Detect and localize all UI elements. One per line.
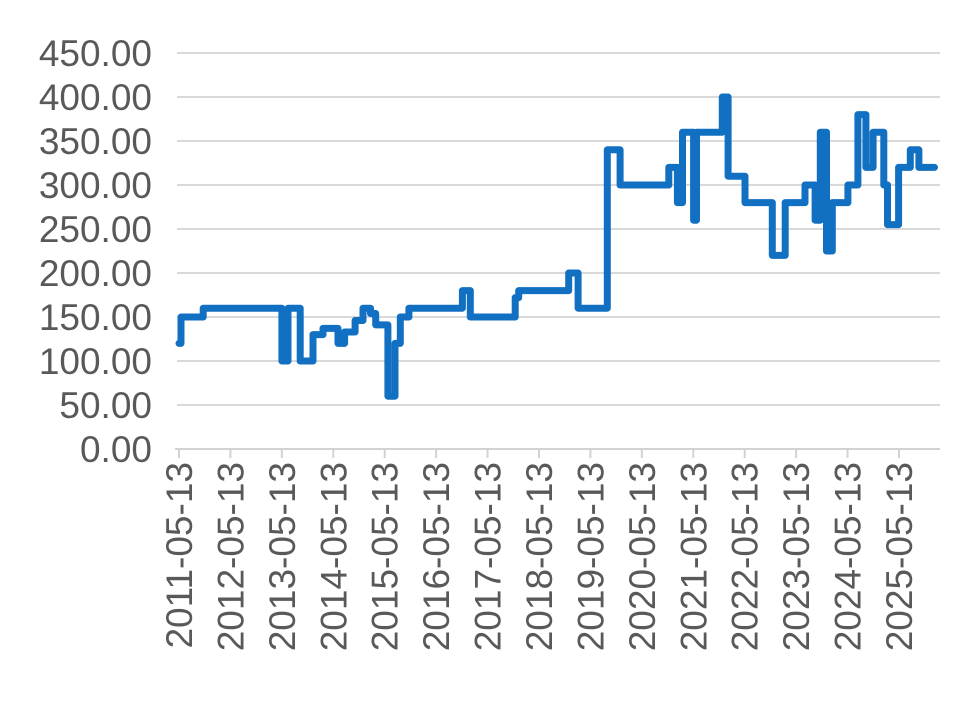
- x-tick-label: 2015-05-13: [365, 462, 406, 651]
- x-tick-label: 2019-05-13: [570, 462, 611, 651]
- x-axis-ticks: [178, 449, 900, 458]
- y-tick-label: 350.00: [39, 121, 152, 162]
- y-tick-label: 250.00: [39, 209, 152, 250]
- x-tick-label: 2011-05-13: [159, 462, 200, 649]
- x-tick-label: 2018-05-13: [519, 462, 560, 651]
- x-tick-label: 2016-05-13: [416, 462, 457, 651]
- x-tick-label: 2017-05-13: [468, 462, 509, 651]
- x-tick-label: 2014-05-13: [313, 462, 354, 651]
- x-tick-label: 2023-05-13: [776, 462, 817, 651]
- x-tick-label: 2025-05-13: [879, 462, 920, 651]
- x-tick-label: 2013-05-13: [262, 462, 303, 651]
- y-tick-label: 0.00: [80, 429, 152, 470]
- y-tick-label: 300.00: [39, 165, 152, 206]
- x-tick-label: 2024-05-13: [828, 462, 869, 651]
- y-tick-label: 450.00: [39, 33, 152, 74]
- y-tick-label: 400.00: [39, 77, 152, 118]
- x-tick-label: 2020-05-13: [622, 462, 663, 651]
- value-series-step-line: [175, 93, 938, 400]
- x-tick-label: 2021-05-13: [673, 462, 714, 651]
- y-tick-label: 100.00: [39, 341, 152, 382]
- y-tick-label: 50.00: [59, 385, 152, 426]
- y-axis-labels: 450.00400.00350.00300.00250.00200.00150.…: [39, 33, 152, 470]
- value-series-path: [175, 93, 938, 400]
- x-tick-label: 2022-05-13: [725, 462, 766, 651]
- x-tick-label: 2012-05-13: [210, 462, 251, 651]
- y-tick-label: 150.00: [39, 297, 152, 338]
- x-axis-labels: 2011-05-13 2012-05-13 2013-05-13 2014-05-13…: [159, 462, 920, 651]
- y-tick-label: 200.00: [39, 253, 152, 294]
